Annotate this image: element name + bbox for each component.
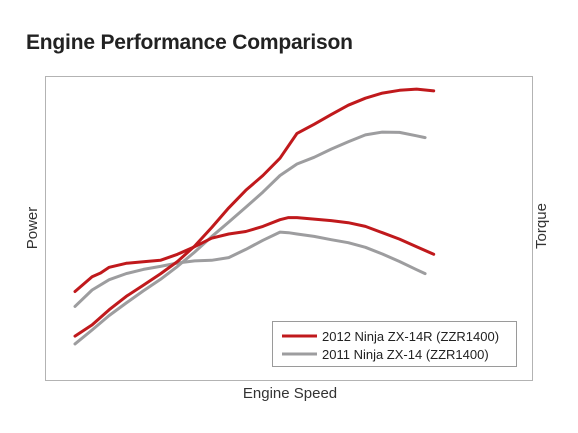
plot-frame [45, 76, 533, 381]
y-axis-label-right: Torque [533, 203, 550, 249]
legend-box [272, 321, 517, 367]
y-axis-label-left: Power [24, 207, 41, 250]
series-line-torque [73, 230, 427, 308]
legend-label: 2012 Ninja ZX-14R (ZZR1400) [322, 329, 499, 344]
x-axis-label: Engine Speed [243, 385, 337, 402]
series-line-power [73, 87, 436, 338]
chart-title: Engine Performance Comparison [26, 31, 353, 54]
legend: 2012 Ninja ZX-14R (ZZR1400) 2011 Ninja Z… [272, 321, 517, 367]
series-line-torque [73, 216, 436, 293]
series-line-power [73, 130, 427, 346]
series-layer [73, 87, 436, 346]
legend-label: 2011 Ninja ZX-14 (ZZR1400) [322, 347, 489, 362]
